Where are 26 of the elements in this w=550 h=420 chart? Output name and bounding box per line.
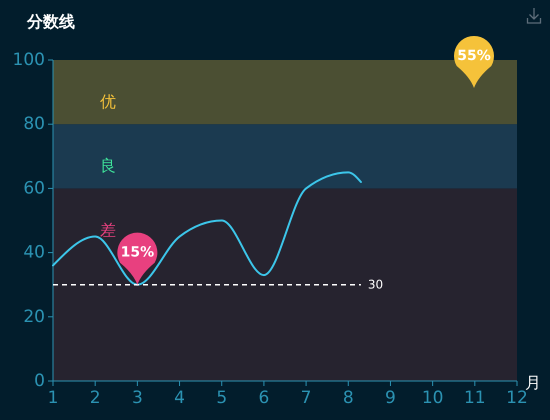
x-tick-label: 8 bbox=[342, 388, 354, 408]
x-tick-label: 10 bbox=[422, 388, 444, 408]
y-tick-label: 100 bbox=[12, 50, 45, 70]
y-tick-label: 80 bbox=[23, 114, 45, 134]
x-tick-label: 4 bbox=[174, 388, 185, 408]
chart-title: 分数线 bbox=[26, 12, 75, 31]
annotation: 55% bbox=[457, 48, 491, 64]
band-label: 良 bbox=[100, 156, 116, 176]
x-tick-label: 6 bbox=[258, 388, 270, 408]
x-tick-label: 7 bbox=[300, 388, 312, 408]
annotation: 15% bbox=[120, 244, 154, 261]
x-tick-label: 2 bbox=[90, 388, 101, 408]
y-tick-label: 40 bbox=[23, 242, 45, 263]
x-tick-label: 5 bbox=[216, 388, 228, 408]
ref-line-label: 30 bbox=[368, 278, 384, 292]
x-tick-label: 3 bbox=[132, 388, 143, 408]
band-label: 差 bbox=[100, 220, 116, 240]
band-label: 优 bbox=[100, 92, 116, 112]
x-tick-label: 11 bbox=[464, 388, 486, 408]
y-tick-label: 0 bbox=[34, 371, 45, 391]
x-axis-title: 月 bbox=[525, 372, 541, 392]
x-tick-label: 9 bbox=[385, 388, 396, 408]
y-tick-label: 60 bbox=[23, 178, 45, 198]
y-tick-label: 20 bbox=[23, 306, 45, 327]
line-series bbox=[52, 171, 362, 286]
x-tick-label: 1 bbox=[48, 388, 58, 408]
